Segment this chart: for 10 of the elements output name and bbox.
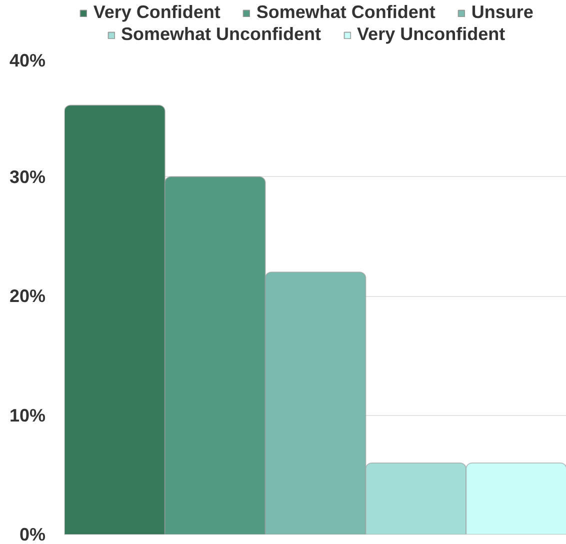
legend-label: Unsure <box>471 2 534 23</box>
legend-label: Somewhat Unconfident <box>121 24 322 45</box>
y-tick-label: 0% <box>19 524 46 544</box>
y-tick-label: 30% <box>9 166 46 187</box>
legend-label: Very Unconfident <box>357 24 506 45</box>
y-tick-label: 20% <box>9 286 46 306</box>
y-tick-label: 40% <box>9 50 46 70</box>
y-tick-label: 10% <box>9 405 46 426</box>
legend-label: Very Confident <box>93 2 220 23</box>
legend-label: Somewhat Confident <box>256 2 436 23</box>
